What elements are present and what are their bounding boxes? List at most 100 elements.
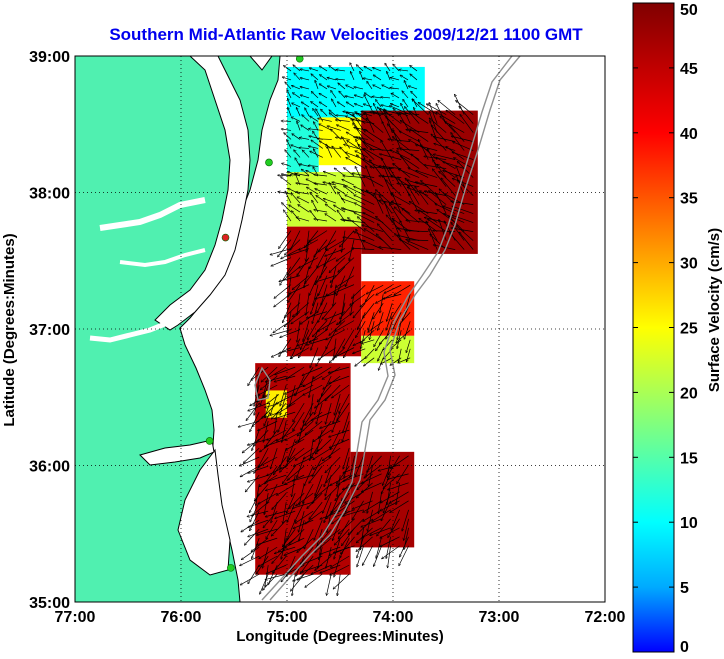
velocity-vector xyxy=(265,412,279,417)
velocity-vector xyxy=(310,101,319,108)
velocity-vector xyxy=(345,185,366,196)
velocity-vector xyxy=(446,110,465,124)
velocity-vector xyxy=(366,118,384,133)
velocity-vector xyxy=(356,65,364,72)
velocity-vector xyxy=(260,384,269,405)
velocity-vector xyxy=(427,219,447,232)
velocity-vector xyxy=(364,464,382,478)
velocity-vector xyxy=(309,248,319,269)
velocity-vector xyxy=(402,208,420,223)
velocity-vector xyxy=(285,438,305,451)
velocity-vector xyxy=(410,74,418,81)
velocity-vector xyxy=(341,208,355,213)
velocity-vector xyxy=(284,133,292,140)
velocity-vector xyxy=(390,88,400,89)
velocity-vector xyxy=(277,175,292,176)
velocity-vector xyxy=(292,134,301,140)
velocity-vector xyxy=(340,219,355,222)
velocity-vector xyxy=(389,106,411,115)
velocity-vector xyxy=(309,376,314,398)
velocity-vector xyxy=(420,145,438,160)
velocity-vector xyxy=(360,71,364,81)
velocity-vector xyxy=(292,275,310,290)
bathymetry-contours xyxy=(254,56,521,601)
velocity-vector xyxy=(432,169,447,187)
velocity-vector xyxy=(325,475,332,496)
y-tick-label: 37:00 xyxy=(29,322,70,339)
velocity-vector xyxy=(247,474,269,482)
velocity-vector xyxy=(323,248,337,267)
velocity-vector xyxy=(322,366,341,379)
velocity-vector xyxy=(282,77,292,81)
velocity-vector xyxy=(337,192,346,204)
velocity-vector xyxy=(337,402,350,421)
velocity-vector xyxy=(441,178,456,196)
velocity-vector xyxy=(286,492,296,513)
velocity-vector xyxy=(318,239,337,252)
velocity-vector xyxy=(310,150,323,158)
velocity-vector xyxy=(297,537,314,553)
velocity-vector xyxy=(345,84,355,90)
velocity-vector xyxy=(344,457,350,478)
velocity-vector xyxy=(336,115,346,116)
velocity-vector xyxy=(355,357,366,367)
velocity-vector xyxy=(444,121,465,133)
colorbar-tick-label: 30 xyxy=(680,256,698,273)
velocity-vector xyxy=(302,483,314,503)
velocity-vector xyxy=(289,528,305,545)
velocity-vector xyxy=(325,329,337,350)
velocity-vector xyxy=(343,167,355,177)
velocity-vector xyxy=(364,128,384,142)
velocity-vector xyxy=(290,573,305,591)
velocity-vector xyxy=(328,429,350,437)
velocity-vector xyxy=(350,455,355,478)
velocity-vector xyxy=(452,178,474,187)
velocity-vector xyxy=(323,198,337,204)
velocity-vector xyxy=(336,248,355,262)
velocity-vector xyxy=(287,447,305,462)
velocity-vector xyxy=(304,528,314,549)
velocity-vector xyxy=(315,275,337,283)
velocity-vector xyxy=(313,175,328,177)
velocity-vector xyxy=(383,473,400,489)
velocity-vector xyxy=(295,492,314,506)
velocity-vector xyxy=(300,87,310,90)
velocity-vector xyxy=(439,171,456,187)
velocity-vector xyxy=(389,491,409,504)
velocity-vector xyxy=(291,145,301,149)
velocity-vector xyxy=(363,78,373,81)
velocity-vector xyxy=(388,203,402,223)
velocity-vector xyxy=(343,412,350,433)
velocity-vector xyxy=(398,169,420,178)
velocity-vector xyxy=(400,155,420,169)
velocity-vector xyxy=(267,394,280,403)
velocity-vector xyxy=(418,102,438,115)
velocity-vector xyxy=(300,78,310,81)
velocity-vector xyxy=(306,338,328,346)
velocity-vector xyxy=(297,564,314,580)
velocity-vector xyxy=(370,149,393,151)
velocity-vector xyxy=(346,156,366,169)
velocity-vector xyxy=(286,366,305,380)
velocity-vector xyxy=(372,509,391,522)
velocity-vector xyxy=(366,166,375,187)
velocity-vector xyxy=(305,573,323,587)
colorbar-tick-label: 15 xyxy=(680,450,698,467)
velocity-vector xyxy=(284,537,305,548)
velocity-vector xyxy=(460,114,474,133)
velocity-vector xyxy=(434,143,456,151)
velocity-vector xyxy=(291,193,301,204)
velocity-vector xyxy=(324,230,337,250)
velocity-vector xyxy=(281,121,292,122)
velocity-vector xyxy=(416,170,438,178)
velocity-vector xyxy=(320,109,328,117)
velocity-vector xyxy=(283,502,287,524)
velocity-vector xyxy=(398,357,411,363)
velocity-vector xyxy=(304,266,319,284)
velocity-vector xyxy=(405,231,429,232)
velocity-vector xyxy=(327,126,341,131)
velocity-vector xyxy=(293,519,314,528)
velocity-vector xyxy=(329,110,337,117)
james-river xyxy=(89,319,171,343)
velocity-vector xyxy=(255,555,269,574)
